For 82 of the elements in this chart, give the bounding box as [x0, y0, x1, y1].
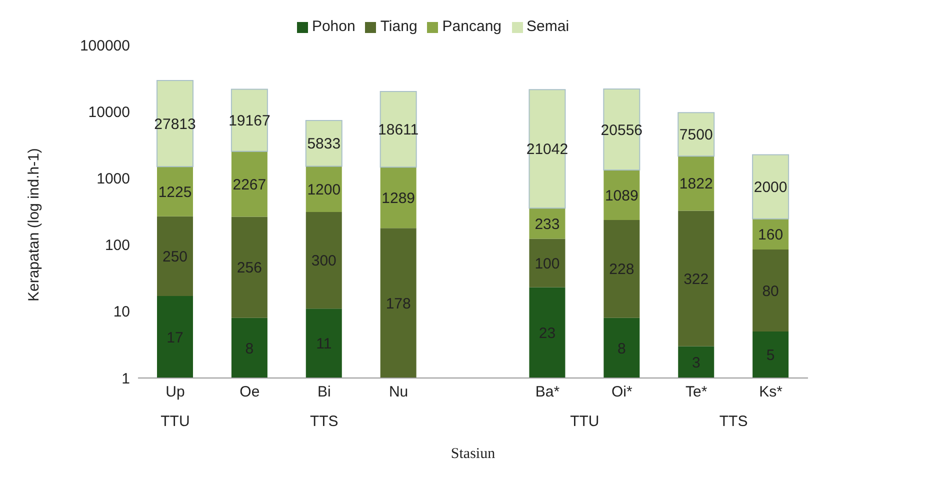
legend-label: Pancang [442, 18, 502, 35]
data-label: 17 [166, 329, 184, 346]
data-label: 2267 [232, 176, 266, 194]
data-label: 1289 [382, 190, 416, 207]
bar [678, 346, 714, 378]
data-label: 20556 [600, 122, 643, 139]
bar [231, 151, 268, 217]
text: TTS [718, 413, 749, 430]
x-tick-label: Up [166, 384, 185, 401]
data-label: 18611 [378, 122, 419, 139]
bar [157, 166, 193, 216]
y-axis-title: Kerapatan (log ind.h-1) [25, 148, 42, 302]
data-label: 228 [609, 261, 634, 278]
y-tick-label: 1000 [96, 170, 130, 188]
x-tick-label: Ba* [535, 384, 560, 401]
y-tick-label: 100 [104, 237, 130, 254]
bar [604, 220, 640, 318]
data-label: 21042 [526, 141, 568, 158]
data-label: 8 [245, 340, 254, 358]
data-label: 19167 [228, 112, 270, 130]
text: TTU [569, 413, 600, 430]
bar [752, 331, 789, 378]
x-tick-label: Bi [317, 384, 331, 401]
bar [380, 167, 416, 228]
bar [231, 216, 268, 318]
data-label: 2000 [754, 179, 788, 196]
data-label: 322 [684, 270, 709, 288]
bar [230, 88, 268, 152]
bar [752, 154, 790, 220]
x-tick-label: Oe [240, 384, 260, 401]
bar [678, 156, 714, 211]
x-tick-label: Ks* [759, 384, 783, 401]
data-label: 5 [766, 347, 775, 364]
data-label: 1225 [158, 184, 192, 201]
x-tick-label: Oi* [611, 384, 632, 401]
bar [528, 89, 566, 209]
legend-label: Tiang [380, 18, 418, 35]
bar [306, 308, 342, 378]
data-label: 5833 [307, 136, 341, 153]
data-label: 11 [316, 336, 332, 353]
bar [603, 88, 640, 171]
data-label: 23 [538, 324, 556, 342]
bar [604, 318, 640, 378]
data-label: 256 [236, 260, 262, 277]
data-label: 27813 [154, 116, 196, 133]
bar [529, 287, 566, 378]
data-label: 1089 [604, 187, 638, 204]
bar [157, 216, 193, 296]
legend-label: Semai [526, 18, 570, 35]
data-label: 160 [758, 226, 784, 244]
y-tick-label: 10 [113, 304, 130, 321]
bar [306, 212, 342, 309]
data-label: 8 [617, 340, 626, 358]
data-label: 3 [692, 354, 700, 372]
x-tick-label: Te* [685, 384, 708, 401]
x-tick-label: Nu [388, 384, 408, 401]
data-label: 1200 [307, 181, 341, 198]
y-tick-label: 100000 [80, 37, 130, 54]
data-label: 250 [162, 248, 188, 266]
bar [156, 80, 194, 168]
text: TTU [160, 413, 191, 430]
bar [380, 90, 417, 168]
y-tick-label: 1 [122, 370, 130, 388]
data-label: 100 [534, 255, 560, 272]
bar [380, 228, 416, 378]
y-tick-label: 10000 [88, 104, 130, 121]
data-label: 233 [534, 216, 560, 233]
data-label: 80 [762, 282, 779, 300]
data-label: 7500 [679, 126, 713, 144]
legend-label: Pohon [312, 18, 356, 35]
data-label: 178 [386, 295, 411, 312]
bar [678, 210, 714, 346]
x-axis-title: Stasiun [450, 446, 496, 463]
bar [752, 250, 789, 332]
bar [678, 112, 715, 157]
data-label: 300 [311, 252, 336, 270]
data-label: 1822 [679, 176, 713, 193]
bar [305, 120, 342, 167]
text: TTS [308, 413, 340, 430]
bar [231, 318, 268, 378]
bar [529, 238, 566, 288]
bar [157, 296, 193, 378]
